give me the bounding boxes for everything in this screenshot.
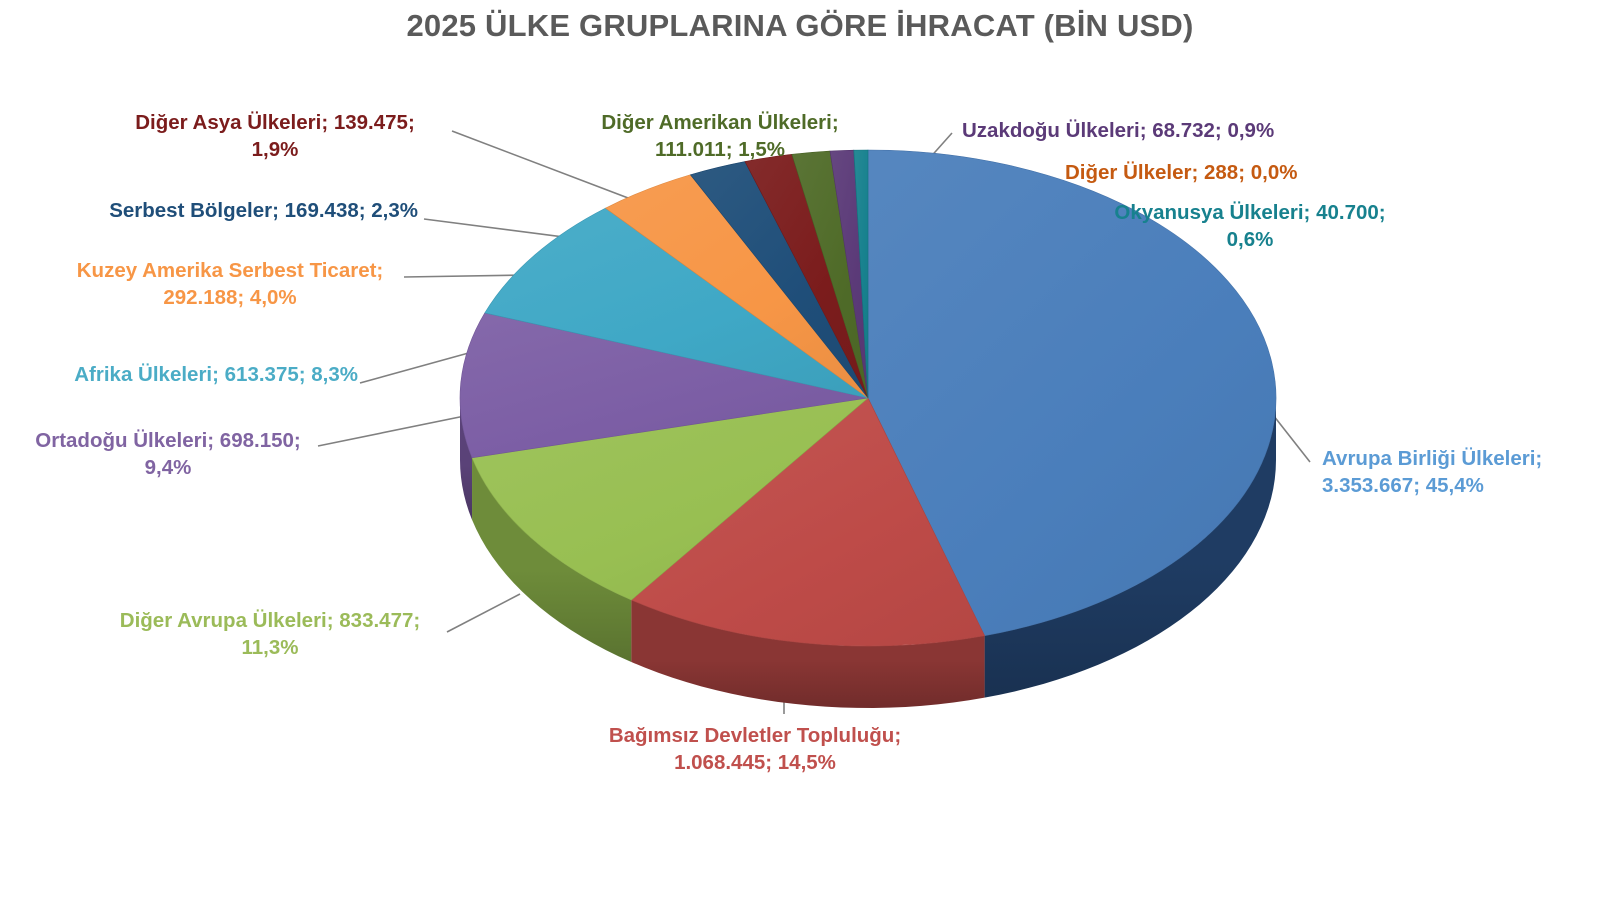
- data-label-kuzey-amerika-serbest-ticaret: Kuzey Amerika Serbest Ticaret; 292.188; …: [76, 259, 384, 309]
- pie-slice-side: [984, 398, 1276, 698]
- pie-slice-okyanusya-lkeleri[interactable]: [853, 149, 869, 399]
- pie-slice-avrupa-birli-i-lkeleri[interactable]: [867, 149, 1277, 636]
- data-label-di-er-asya-lkeleri: Diğer Asya Ülkeleri; 139.475; 1,9%: [135, 111, 415, 161]
- pie-slice-afrika-lkeleri[interactable]: [484, 207, 869, 399]
- pie-slice-side: [472, 457, 632, 663]
- data-label-di-er-avrupa-lkeleri: Diğer Avrupa Ülkeleri; 833.477; 11,3%: [119, 609, 421, 659]
- data-label-afrika-lkeleri: Afrika Ülkeleri; 613.375; 8,3%: [74, 363, 358, 386]
- data-label-ortado-u-lkeleri: Ortadoğu Ülkeleri; 698.150; 9,4%: [35, 429, 301, 479]
- data-label-serbest-b-lgeler: Serbest Bölgeler; 169.438; 2,3%: [109, 199, 418, 222]
- pie-slice-ortado-u-lkeleri[interactable]: [459, 312, 869, 459]
- data-label-di-er-lkeler: Diğer Ülkeler; 288; 0,0%: [1065, 161, 1298, 184]
- data-label-uzakdo-u-lkeleri: Uzakdoğu Ülkeleri; 68.732; 0,9%: [962, 119, 1275, 142]
- pie-slice-di-er-avrupa-lkeleri[interactable]: [471, 397, 869, 601]
- pie-top-slices: [459, 149, 1277, 647]
- data-label-avrupa-birli-i-lkeleri: Avrupa Birliği Ülkeleri; 3.353.667; 45,4…: [1322, 447, 1543, 497]
- data-label-di-er-amerikan-lkeleri: Diğer Amerikan Ülkeleri; 111.011; 1,5%: [601, 111, 839, 161]
- pie-slice-ba-ms-z-devletler-toplulu-u[interactable]: [630, 397, 986, 647]
- page-title: 2025 ÜLKE GRUPLARINA GÖRE İHRACAT (BİN U…: [406, 8, 1194, 43]
- data-label-ba-ms-z-devletler-toplulu-u: Bağımsız Devletler Topluluğu; 1.068.445;…: [608, 724, 902, 774]
- pie-slice-side: [631, 600, 985, 708]
- data-label-okyanusya-lkeleri: Okyanusya Ülkeleri; 40.700; 0,6%: [1114, 201, 1386, 251]
- leader-line: [446, 593, 521, 633]
